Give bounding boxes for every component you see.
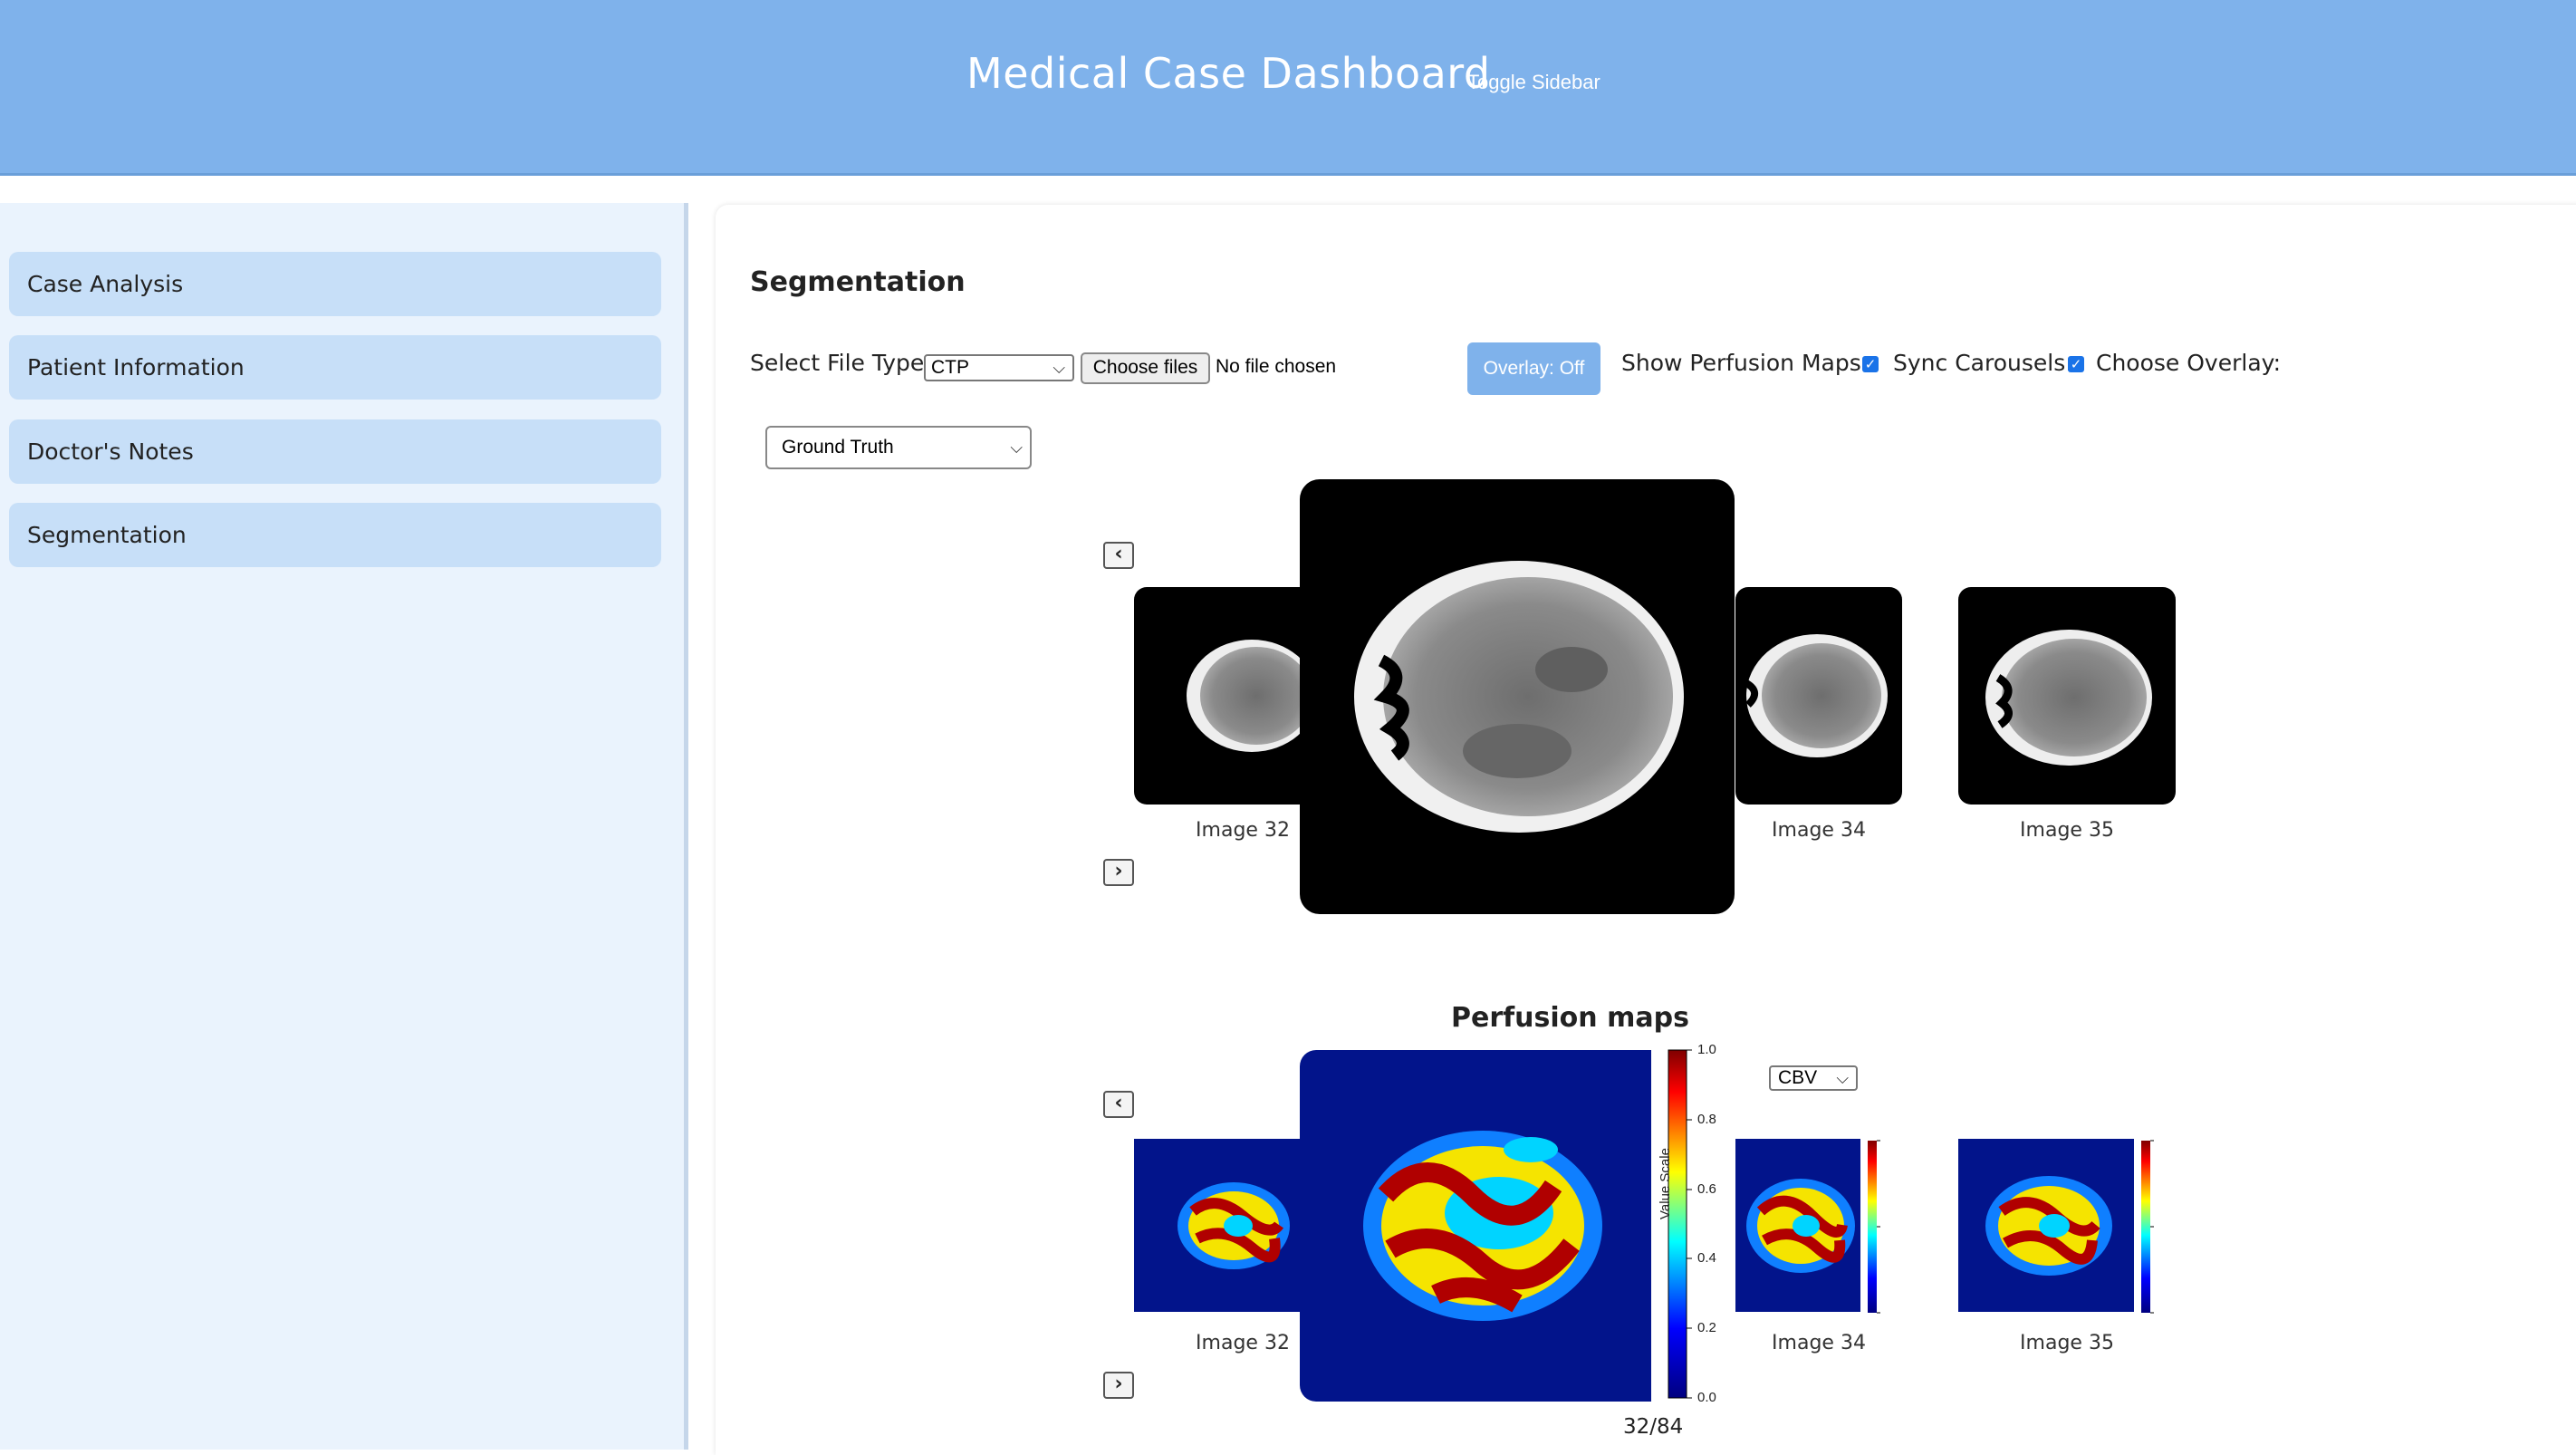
choose-overlay-label: Choose Overlay: xyxy=(2096,350,2282,376)
perfusion-map-image xyxy=(1363,1131,1602,1321)
sidebar: Case Analysis Patient Information Doctor… xyxy=(0,203,688,1450)
ct-caption-35: Image 35 xyxy=(2020,819,2114,842)
ct-caption-32: Image 32 xyxy=(1196,819,1290,842)
overlay-select[interactable]: Ground Truth ⌵ xyxy=(765,426,1032,469)
ct-slide-current[interactable] xyxy=(1300,479,1735,914)
chevron-down-icon: ⌵ xyxy=(1836,1068,1849,1087)
mini-colorbar-35 xyxy=(2139,1139,2176,1316)
perfusion-title: Perfusion maps xyxy=(1451,1002,1689,1034)
colorbar-tick: 0.8 xyxy=(1697,1112,1716,1127)
perfusion-caption-34: Image 34 xyxy=(1772,1332,1866,1354)
show-perfusion-checkbox[interactable]: ✓ xyxy=(1862,356,1879,372)
mini-colorbar-34 xyxy=(1866,1139,1902,1316)
colorbar-tick: 0.0 xyxy=(1697,1390,1716,1405)
main-panel: Segmentation Select File Type: CTP ⌵ Cho… xyxy=(716,205,2576,1455)
ct-scan-image xyxy=(1168,640,1317,752)
chevron-down-icon: ⌵ xyxy=(1010,438,1023,457)
perfusion-map-image xyxy=(1985,1176,2112,1276)
colorbar xyxy=(1667,1044,1739,1406)
ct-next-button[interactable]: › xyxy=(1103,859,1134,886)
sidebar-item-patient-information[interactable]: Patient Information xyxy=(9,335,661,400)
sidebar-item-case-analysis[interactable]: Case Analysis xyxy=(9,252,661,316)
file-type-value: CTP xyxy=(931,357,969,378)
ct-scan-image xyxy=(1743,634,1888,757)
perfusion-slide-35[interactable] xyxy=(1958,1139,2134,1312)
perfusion-map-value: CBV xyxy=(1778,1067,1818,1088)
app-title: Medical Case Dashboard xyxy=(966,49,1491,98)
show-perfusion-label: Show Perfusion Maps: xyxy=(1621,350,1870,376)
overlay-select-value: Ground Truth xyxy=(782,437,894,458)
perfusion-caption-32: Image 32 xyxy=(1196,1332,1290,1354)
colorbar-tick: 0.6 xyxy=(1697,1181,1716,1197)
slice-counter: 32/84 xyxy=(1623,1415,1684,1439)
file-type-select[interactable]: CTP ⌵ xyxy=(924,354,1074,381)
perfusion-slide-current[interactable] xyxy=(1300,1050,1651,1402)
perfusion-slide-34[interactable] xyxy=(1735,1139,1860,1312)
colorbar-tick: 1.0 xyxy=(1697,1042,1716,1057)
colorbar-tick: 0.4 xyxy=(1697,1250,1716,1266)
file-status-text: No file chosen xyxy=(1216,356,1337,377)
sidebar-item-doctors-notes[interactable]: Doctor's Notes xyxy=(9,419,661,484)
perfusion-map-image xyxy=(1746,1179,1855,1273)
colorbar-tick: 0.2 xyxy=(1697,1320,1716,1335)
file-type-label: Select File Type: xyxy=(750,350,932,376)
perfusion-caption-35: Image 35 xyxy=(2020,1332,2114,1354)
sync-carousels-label: Sync Carousels: xyxy=(1893,350,2073,376)
perfusion-next-button[interactable]: › xyxy=(1103,1372,1134,1399)
sidebar-item-segmentation[interactable]: Segmentation xyxy=(9,503,661,567)
ct-slide-34[interactable] xyxy=(1735,587,1902,805)
sync-carousels-checkbox[interactable]: ✓ xyxy=(2068,356,2084,372)
page-title: Segmentation xyxy=(750,266,966,298)
ct-scan-image xyxy=(1354,561,1684,833)
perfusion-map-image xyxy=(1177,1182,1290,1269)
app-header: Medical Case Dashboard Toggle Sidebar xyxy=(0,0,2576,176)
ct-slide-35[interactable] xyxy=(1958,587,2176,805)
chevron-down-icon: ⌵ xyxy=(1053,358,1065,377)
choose-files-button[interactable]: Choose files xyxy=(1081,352,1210,384)
perfusion-map-select[interactable]: CBV ⌵ xyxy=(1769,1065,1858,1091)
toggle-sidebar-button[interactable]: Toggle Sidebar xyxy=(1467,71,1600,93)
overlay-toggle-button[interactable]: Overlay: Off xyxy=(1467,342,1600,395)
colorbar-label: Value Scale xyxy=(1658,1148,1673,1219)
ct-scan-image xyxy=(1985,630,2152,766)
perfusion-prev-button[interactable]: ‹ xyxy=(1103,1091,1134,1118)
ct-prev-button[interactable]: ‹ xyxy=(1103,542,1134,569)
ct-caption-34: Image 34 xyxy=(1772,819,1866,842)
